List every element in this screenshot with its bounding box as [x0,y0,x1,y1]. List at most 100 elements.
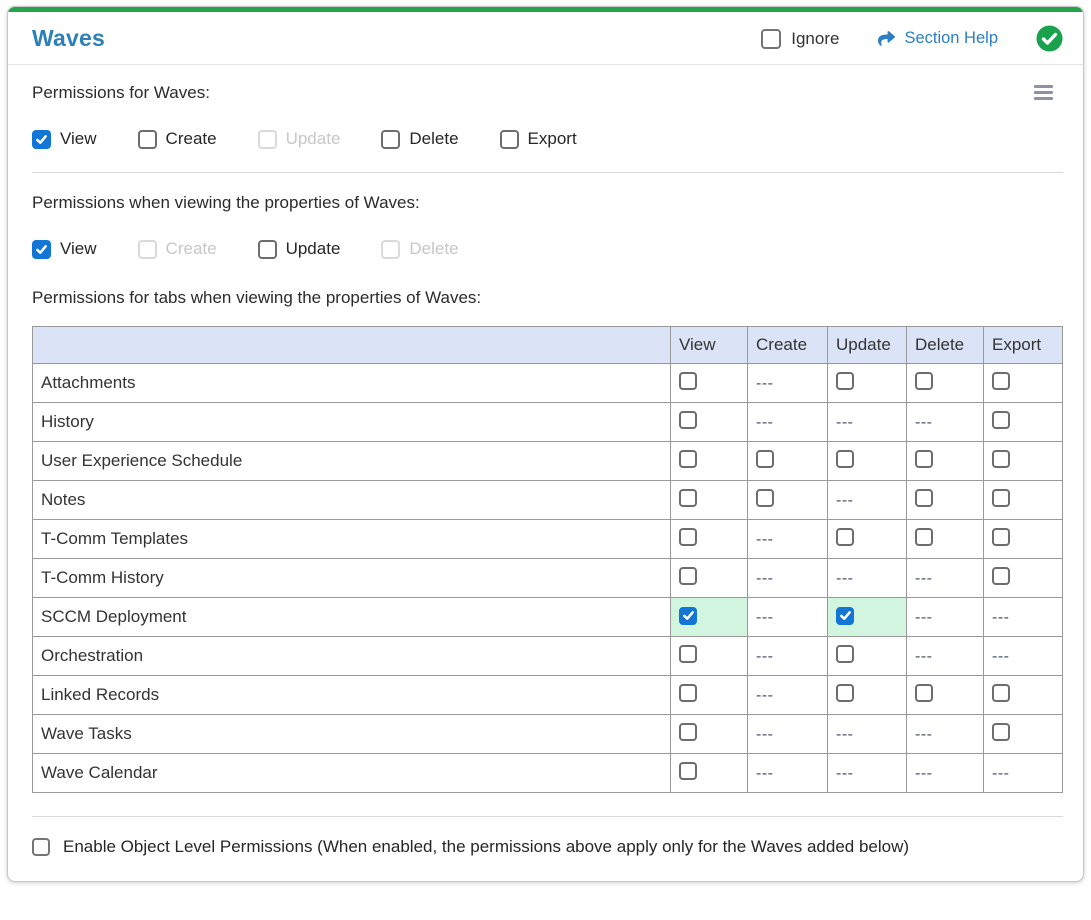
main-perm-create-label: Create [165,129,217,148]
cell-history-export [983,402,1063,442]
not-applicable-text: --- [756,765,774,782]
notes-create-checkbox[interactable] [756,488,774,507]
cell-user-experience-schedule-update [827,441,907,481]
notes-view-checkbox[interactable] [679,488,697,507]
t-comm-templates-export-checkbox[interactable] [992,527,1010,546]
hamburger-menu-icon[interactable] [1034,85,1053,100]
cell-t-comm-templates-update [827,519,907,559]
table-row-sccm-deployment: SCCM Deployment --- --- --- [32,597,1063,637]
main-perm-export-item[interactable]: Export [499,129,577,149]
main-permissions-label: Permissions for Waves: [32,83,210,102]
wave-calendar-view-checkbox[interactable] [679,761,697,780]
orchestration-view-checkbox[interactable] [679,644,697,663]
table-row-attachments: Attachments --- [32,363,1063,403]
cell-t-comm-templates-create: --- [747,519,828,559]
linked-records-delete-checkbox[interactable] [915,683,933,702]
user-experience-schedule-update-checkbox[interactable] [836,449,854,468]
t-comm-templates-update-checkbox[interactable] [836,527,854,546]
main-perm-delete-item[interactable]: Delete [381,129,459,149]
main-perm-view-checkbox[interactable] [32,129,51,149]
sccm-deployment-view-checkbox[interactable] [679,606,697,625]
attachments-view-checkbox[interactable] [679,371,697,390]
page-title: Waves [32,25,106,51]
not-applicable-text: --- [836,570,854,587]
properties-permissions-checkbox-row: View Create Update Delete [32,239,1063,259]
linked-records-update-checkbox[interactable] [836,683,854,702]
notes-delete-checkbox[interactable] [915,488,933,507]
main-perm-create-item[interactable]: Create [137,129,217,149]
props-perm-update-checkbox[interactable] [257,239,277,259]
t-comm-templates-delete-checkbox[interactable] [915,527,933,546]
attachments-update-checkbox[interactable] [836,371,854,390]
cell-wave-calendar-export: --- [983,753,1063,793]
user-experience-schedule-create-checkbox[interactable] [756,449,774,468]
cell-history-update: --- [827,402,907,442]
not-applicable-text: --- [915,570,933,587]
table-row-orchestration: Orchestration --- --- --- [32,636,1063,676]
cell-t-comm-history-create: --- [747,558,828,598]
user-experience-schedule-view-checkbox[interactable] [679,449,697,468]
cell-linked-records-update [827,675,907,715]
not-applicable-text: --- [915,609,933,626]
cell-history-view [670,402,748,442]
user-experience-schedule-delete-checkbox[interactable] [915,449,933,468]
history-view-checkbox[interactable] [679,410,697,429]
props-perm-create-item: Create [137,239,217,259]
wave-tasks-export-checkbox[interactable] [992,722,1010,741]
not-applicable-text: --- [992,648,1010,665]
ignore-checkbox-group[interactable]: Ignore [761,28,839,49]
cell-user-experience-schedule-export [983,441,1063,481]
main-perm-create-checkbox[interactable] [137,129,157,149]
card-body: Permissions for Waves: View Create Update D… [8,65,1083,881]
attachments-export-checkbox[interactable] [992,371,1010,390]
cell-linked-records-create: --- [747,675,828,715]
cell-attachments-update [827,363,907,403]
row-label-user-experience-schedule: User Experience Schedule [32,441,671,481]
t-comm-templates-view-checkbox[interactable] [679,527,697,546]
cell-wave-calendar-delete: --- [906,753,984,793]
cell-t-comm-templates-export [983,519,1063,559]
orchestration-update-checkbox[interactable] [836,644,854,663]
cell-history-delete: --- [906,402,984,442]
main-perm-view-item[interactable]: View [32,129,97,149]
props-perm-delete-item: Delete [381,239,459,259]
props-perm-view-checkbox[interactable] [32,239,51,259]
ignore-checkbox[interactable] [761,28,782,49]
main-perm-export-checkbox[interactable] [499,129,519,149]
notes-export-checkbox[interactable] [992,488,1010,507]
not-applicable-text: --- [756,687,774,704]
t-comm-history-export-checkbox[interactable] [992,566,1010,585]
user-experience-schedule-export-checkbox[interactable] [992,449,1010,468]
cell-wave-calendar-create: --- [747,753,828,793]
props-perm-delete-label: Delete [409,239,459,258]
cell-notes-delete [906,480,984,520]
section-help-link[interactable]: Section Help [877,29,998,48]
cell-notes-view [670,480,748,520]
props-perm-update-item[interactable]: Update [257,239,340,259]
main-perm-delete-checkbox[interactable] [381,129,401,149]
cell-sccm-deployment-update [827,597,907,637]
enable-object-level-permissions-checkbox[interactable] [32,838,50,856]
history-export-checkbox[interactable] [992,410,1010,429]
t-comm-history-view-checkbox[interactable] [679,566,697,585]
not-applicable-text: --- [756,414,774,431]
cell-t-comm-history-delete: --- [906,558,984,598]
not-applicable-text: --- [836,492,854,509]
column-header-create: Create [747,326,828,364]
cell-wave-tasks-view [670,714,748,754]
linked-records-export-checkbox[interactable] [992,683,1010,702]
object-level-permissions-group[interactable]: Enable Object Level Permissions (When en… [32,837,1063,857]
properties-permissions-label: Permissions when viewing the properties … [32,193,420,212]
wave-tasks-view-checkbox[interactable] [679,722,697,741]
props-perm-view-item[interactable]: View [32,239,97,259]
cell-sccm-deployment-view [670,597,748,637]
main-permissions-checkbox-row: View Create Update Delete Export [32,129,1063,149]
linked-records-view-checkbox[interactable] [679,683,697,702]
props-perm-delete-checkbox [381,239,401,259]
sccm-deployment-update-checkbox[interactable] [836,606,854,625]
not-applicable-text: --- [992,609,1010,626]
attachments-delete-checkbox[interactable] [915,371,933,390]
row-label-notes: Notes [32,480,671,520]
cell-orchestration-delete: --- [906,636,984,676]
cell-user-experience-schedule-view [670,441,748,481]
